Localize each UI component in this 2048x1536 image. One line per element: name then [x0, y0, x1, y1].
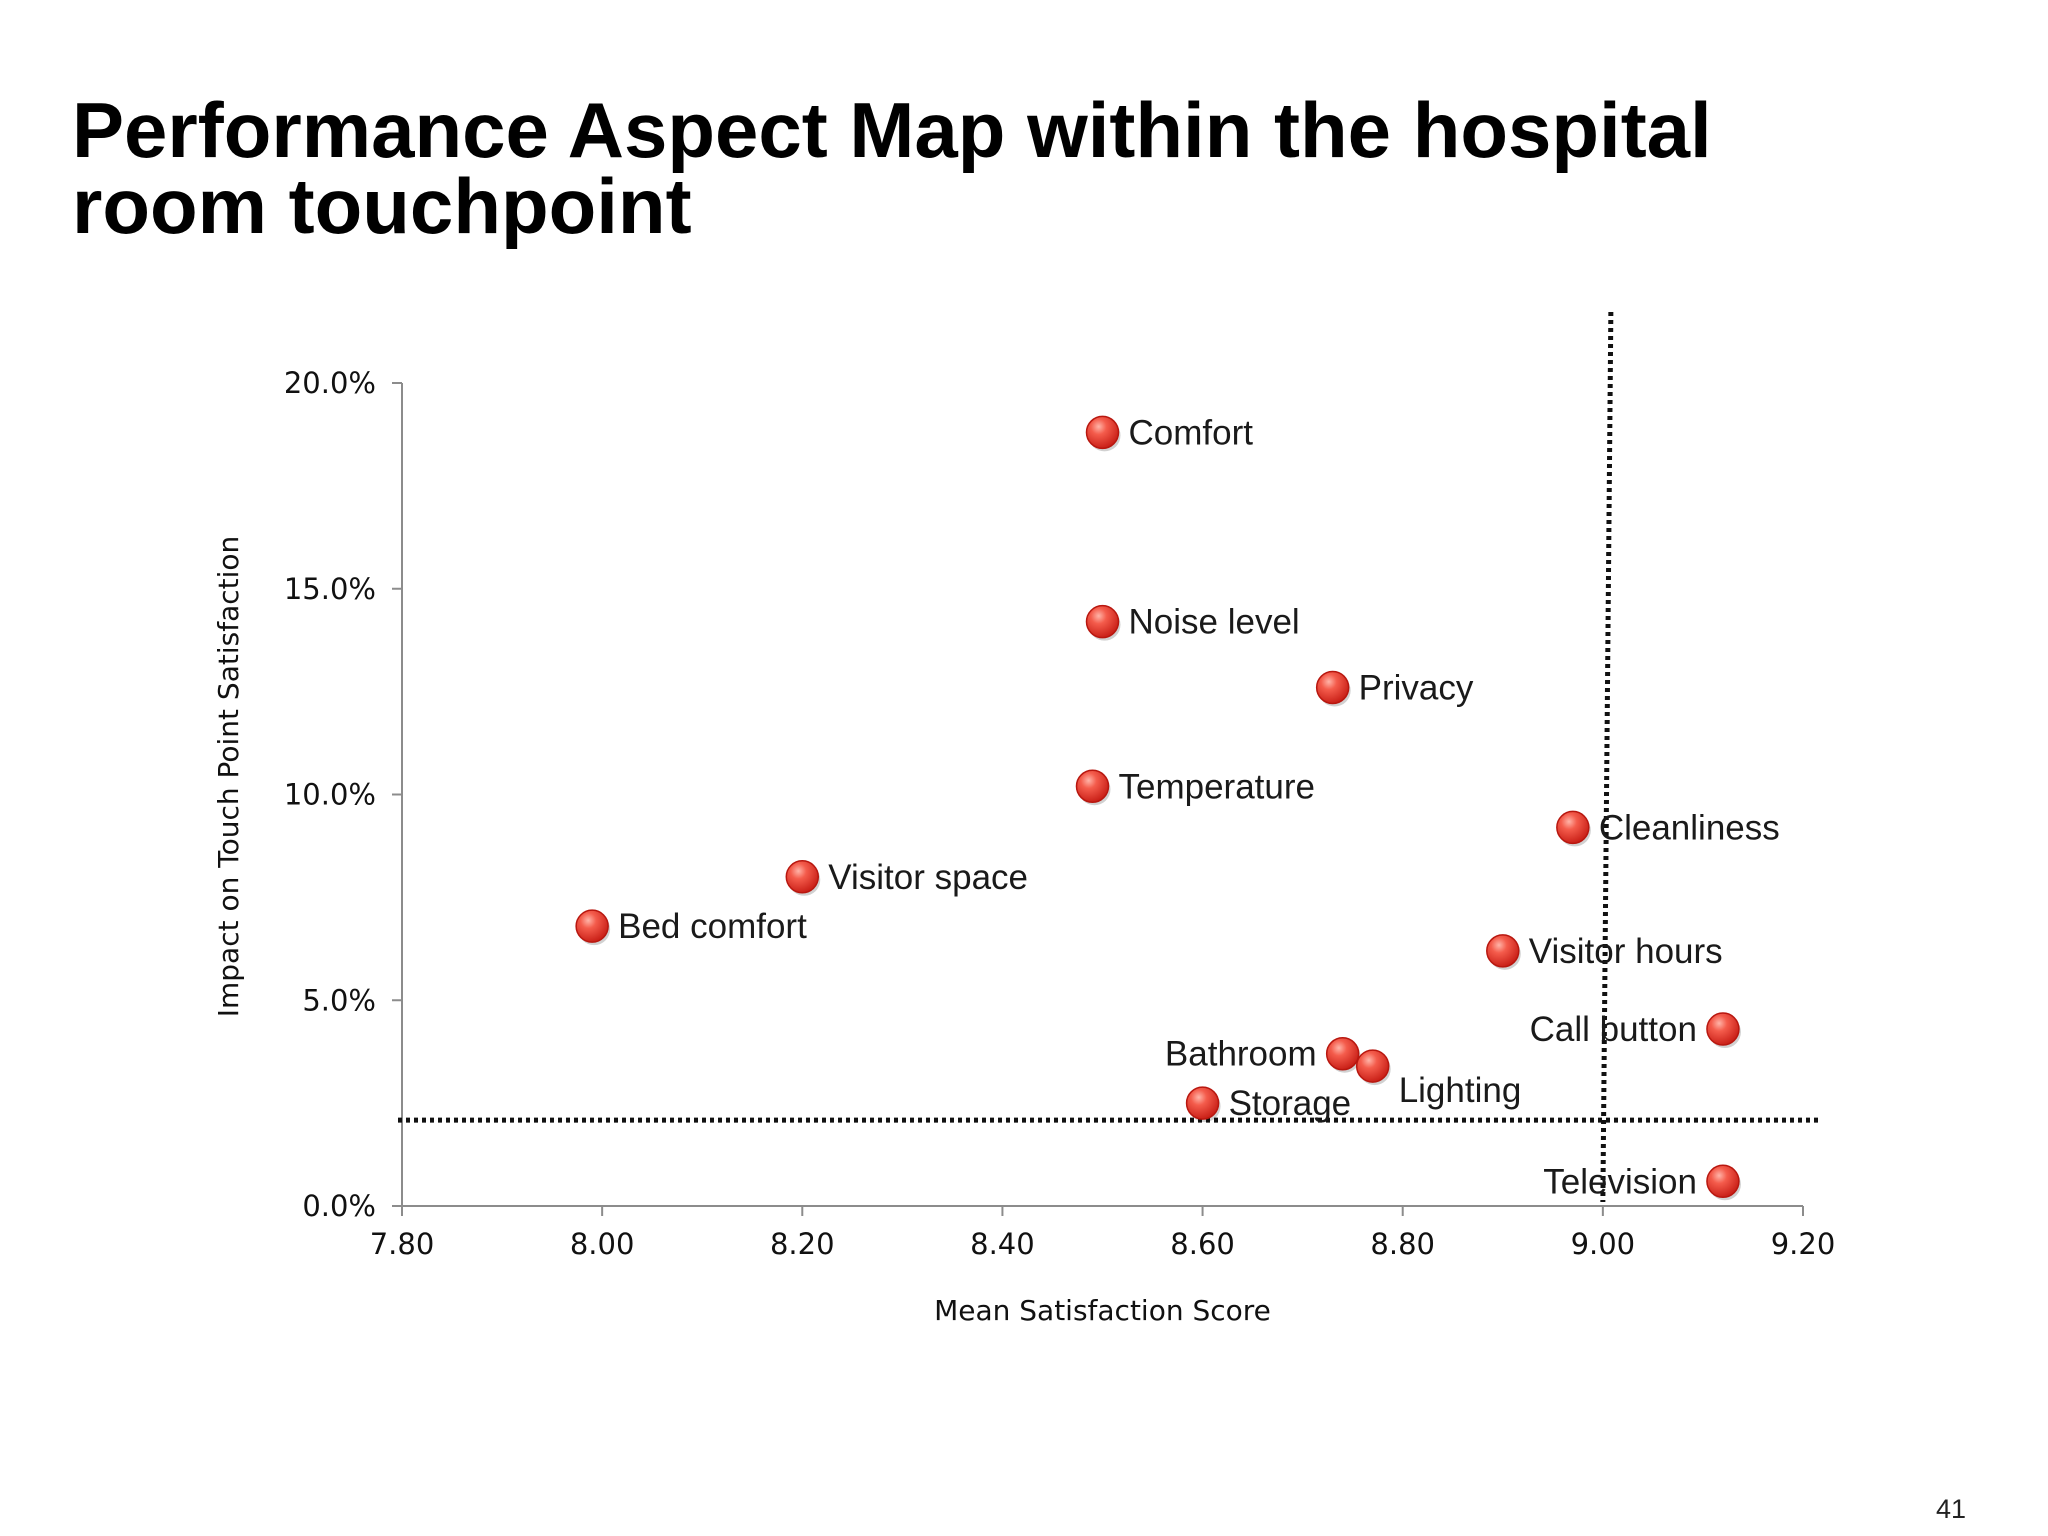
point-label-cleanliness: Cleanliness — [1599, 808, 1780, 847]
x-axis-title: Mean Satisfaction Score — [934, 1294, 1271, 1327]
point-storage — [1185, 1086, 1220, 1120]
y-tick-label: 10.0% — [284, 778, 376, 812]
y-tick-label: 5.0% — [302, 983, 376, 1017]
axes: 7.80 8.00 8.20 8.40 8.60 8.80 9.00 9.20 0.0% 5.0%… — [212, 366, 1835, 1327]
point-bed-comfort — [575, 909, 609, 943]
x-tick-label: 8.00 — [570, 1227, 635, 1261]
point-privacy — [1315, 670, 1350, 705]
point-label-visitor-hours: Visitor hours — [1529, 932, 1723, 971]
point-television — [1706, 1164, 1740, 1199]
x-tick-label: 8.20 — [770, 1227, 835, 1261]
y-tick-label: 20.0% — [284, 366, 376, 400]
slide-title: Performance Aspect Map within the hospit… — [72, 86, 1712, 250]
point-visitor-hours — [1486, 934, 1520, 968]
point-label-call-button: Call button — [1530, 1010, 1697, 1049]
x-tick-label: 8.80 — [1370, 1227, 1435, 1261]
threshold-lines — [398, 311, 1822, 1203]
page-number: 41 — [1936, 1494, 1967, 1524]
data-points — [575, 415, 1741, 1201]
point-label-lighting: Lighting — [1399, 1071, 1522, 1110]
x-tick-label: 8.40 — [970, 1227, 1035, 1261]
x-tick-label: 8.60 — [1170, 1227, 1235, 1261]
point-label-privacy: Privacy — [1359, 669, 1474, 708]
point-label-temperature: Temperature — [1118, 767, 1314, 806]
point-label-visitor-space: Visitor space — [828, 858, 1028, 897]
x-tick-label: 9.00 — [1571, 1227, 1636, 1261]
point-bathroom — [1325, 1036, 1360, 1071]
x-tick-label: 9.20 — [1771, 1227, 1836, 1261]
vertical-threshold-line — [1600, 311, 1614, 1203]
point-label-comfort: Comfort — [1129, 413, 1254, 452]
point-noise-level — [1085, 604, 1120, 639]
point-label-bed-comfort: Bed comfort — [618, 907, 807, 946]
y-tick-label: 15.0% — [284, 572, 376, 606]
point-label-television: Television — [1543, 1162, 1697, 1201]
point-temperature — [1075, 769, 1110, 804]
y-tick-label: 0.0% — [302, 1189, 376, 1223]
point-comfort — [1085, 415, 1120, 450]
x-tick-label: 7.80 — [370, 1227, 435, 1261]
point-call-button — [1706, 1012, 1740, 1046]
point-lighting — [1355, 1049, 1390, 1083]
point-cleanliness — [1556, 810, 1590, 845]
point-label-storage: Storage — [1229, 1084, 1352, 1123]
y-axis-title: Impact on Touch Point Satisfaction — [212, 536, 245, 1018]
point-visitor-space — [785, 860, 820, 894]
point-label-bathroom: Bathroom — [1165, 1035, 1317, 1074]
point-label-noise-level: Noise level — [1129, 603, 1300, 642]
point-labels: Comfort Noise level Privacy Temperature Clea… — [618, 413, 1780, 1201]
